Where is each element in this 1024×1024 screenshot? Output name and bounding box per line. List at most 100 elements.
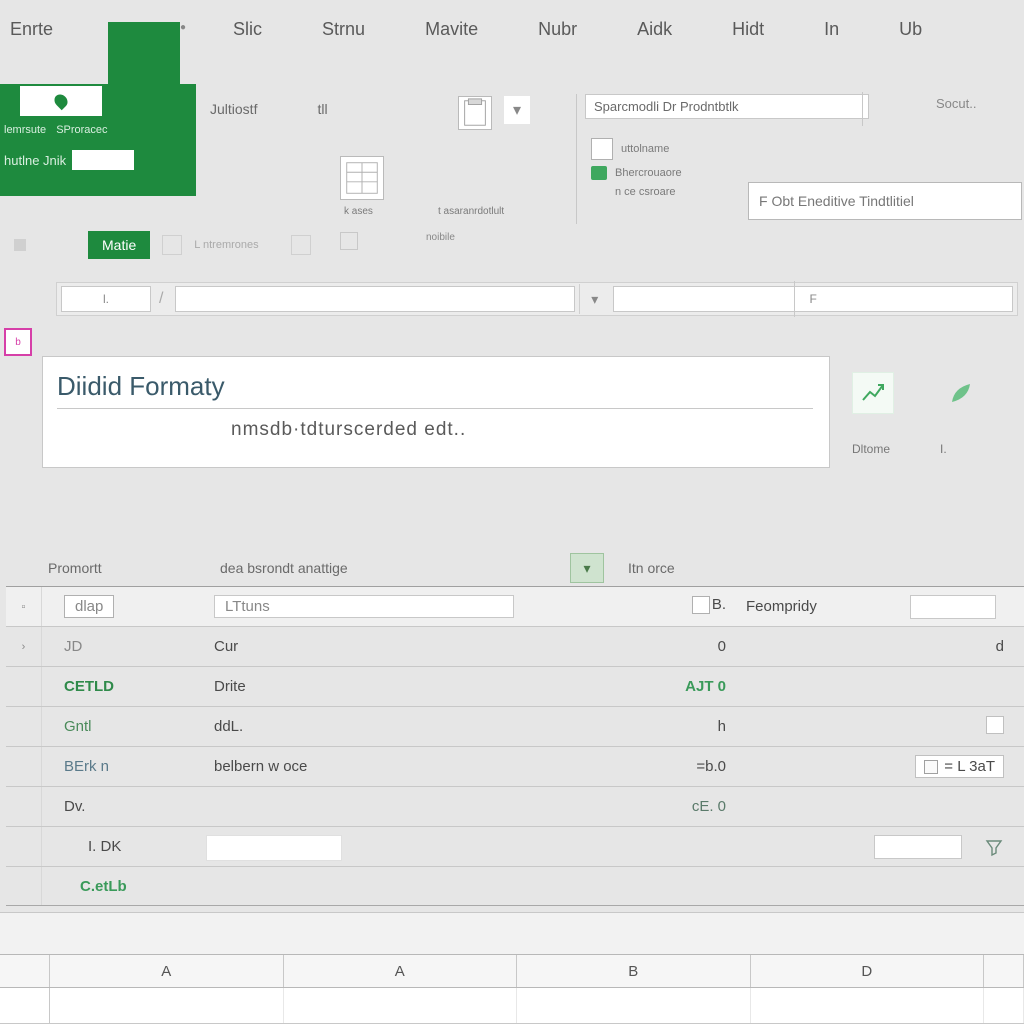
- ribbon-mini-label-2: t asaranrdotlult: [438, 206, 504, 217]
- cell-c1[interactable]: [517, 988, 751, 1023]
- marker-icon: [14, 239, 26, 251]
- ribbon-icon-group: ▾ k ases t asaranrdotlult: [340, 130, 550, 220]
- row-number-1[interactable]: [0, 988, 50, 1023]
- green-row2-label: hutlne Jnik: [4, 153, 66, 168]
- green-panel-row2: hutlne Jnik: [4, 150, 134, 170]
- menu-item-5[interactable]: Aidk: [635, 15, 674, 44]
- table-row[interactable]: C.etLb: [6, 866, 1024, 906]
- menu-item-2[interactable]: Strnu: [320, 15, 367, 44]
- table-row[interactable]: I. DK: [6, 826, 1024, 866]
- row-gutter[interactable]: ▫: [6, 587, 42, 626]
- formula-center-text: F: [809, 292, 816, 306]
- row1-c4-box[interactable]: [910, 595, 996, 619]
- column-header-row: A A B D: [0, 954, 1024, 988]
- checkbox-icon[interactable]: [591, 138, 613, 160]
- ribbon-chip[interactable]: Sparcmodli Dr Prodntbtlk: [585, 94, 869, 119]
- row3-faint-label: L ntremrones: [194, 239, 258, 251]
- row-gutter[interactable]: [6, 787, 42, 826]
- row7-c4-box[interactable]: [874, 835, 962, 859]
- formula-bar[interactable]: [175, 286, 575, 312]
- cell-b1[interactable]: [284, 988, 518, 1023]
- active-tab[interactable]: Matie: [88, 231, 150, 259]
- row7-c1: I. DK: [42, 838, 214, 855]
- dot-icon: ●: [176, 22, 190, 36]
- chart-up-icon[interactable]: [852, 372, 894, 414]
- row4-c3: h: [570, 718, 746, 735]
- menu-item-6[interactable]: Hidt: [730, 15, 766, 44]
- filter-icon[interactable]: [984, 837, 1004, 857]
- faint-box-2[interactable]: [291, 235, 311, 255]
- row3-c1: CETLD: [42, 678, 214, 695]
- formula-bar-row: l. / ▾ F: [56, 282, 1018, 316]
- grid-header-2[interactable]: dea bsrondt anattige: [214, 560, 570, 576]
- menu-item-8[interactable]: Ub: [897, 15, 924, 44]
- grid-header-filter[interactable]: ▾: [570, 553, 604, 583]
- data-grid: ▫ dlap LTtuns B. Feompridy › JD Cur 0 d …: [6, 586, 1024, 906]
- menu-item-3[interactable]: Mavite: [423, 15, 480, 44]
- row1-c3-text: B.: [712, 596, 726, 613]
- faint-box-1[interactable]: [162, 235, 182, 255]
- mini-box-icon: [340, 232, 358, 250]
- menu-item-4[interactable]: Nubr: [536, 15, 579, 44]
- row-gutter[interactable]: [6, 867, 42, 905]
- cell-e1[interactable]: [984, 988, 1024, 1023]
- col-header-A[interactable]: A: [50, 955, 284, 987]
- row-gutter[interactable]: [6, 707, 42, 746]
- formula-bar-divider: [794, 281, 795, 317]
- floating-input-text: F Obt Eneditive Tindtlitiel: [759, 193, 914, 209]
- select-all-corner[interactable]: [0, 955, 50, 987]
- menu-item-7[interactable]: In: [822, 15, 841, 44]
- menu-item-1[interactable]: Slic: [231, 15, 264, 44]
- menu-item-0[interactable]: Enrte: [8, 15, 55, 44]
- row-gutter[interactable]: [6, 827, 42, 866]
- formula-dropdown[interactable]: ▾: [579, 284, 609, 314]
- row2-c4: d: [746, 638, 1024, 655]
- dropdown-caret-icon[interactable]: ▾: [504, 96, 530, 124]
- table-row[interactable]: › JD Cur 0 d: [6, 626, 1024, 666]
- grid-header-1[interactable]: Promortt: [42, 560, 214, 576]
- selection-handle[interactable]: b: [4, 328, 32, 356]
- mini-square-icon: [692, 596, 710, 614]
- ribbon-far-label: Socut..: [936, 96, 976, 111]
- table-row[interactable]: ▫ dlap LTtuns B. Feompridy: [6, 586, 1024, 626]
- droplet-button[interactable]: [20, 86, 102, 116]
- table-row[interactable]: Dv. cE. 0: [6, 786, 1024, 826]
- row5-c4-text: = L 3aT: [944, 758, 995, 775]
- row7-overlay-rect: [206, 835, 342, 861]
- cell-a1[interactable]: [50, 988, 284, 1023]
- cell-d1[interactable]: [751, 988, 985, 1023]
- row6-c1: Dv.: [42, 798, 214, 815]
- banner-subtitle: nmsdb·tdturscerded edt..: [231, 419, 466, 441]
- banner-icon-label-b: I.: [940, 442, 947, 456]
- row-gutter[interactable]: [6, 667, 42, 706]
- ribbon-right-line3: n ce csroare: [615, 186, 676, 198]
- row8-c1: C.etLb: [42, 878, 214, 895]
- droplet-icon: [52, 92, 70, 110]
- ribbon-right-group: Sparcmodli Dr Prodntbtlk uttolname Bherc…: [576, 94, 756, 224]
- row-gutter[interactable]: ›: [6, 627, 42, 666]
- row4-c2: ddL.: [214, 718, 570, 735]
- leaf-icon[interactable]: [940, 372, 982, 414]
- name-box[interactable]: l.: [61, 286, 151, 312]
- floating-search-input[interactable]: F Obt Eneditive Tindtlitiel: [748, 182, 1022, 220]
- table-row[interactable]: CETLD Drite AJT 0: [6, 666, 1024, 706]
- grid-header-3[interactable]: Itn orce: [604, 560, 804, 576]
- table-row[interactable]: Gntl ddL. h: [6, 706, 1024, 746]
- green-row2-input[interactable]: [72, 150, 134, 170]
- col-header-C[interactable]: B: [517, 955, 751, 987]
- col-header-E[interactable]: [984, 955, 1024, 987]
- row4-c4: [746, 716, 1024, 738]
- fx-slash-icon: /: [151, 290, 171, 308]
- grid-header-row: Promortt dea bsrondt anattige ▾ Itn orce: [42, 550, 1018, 586]
- row1-c1-box[interactable]: dlap: [64, 595, 114, 618]
- row-gutter[interactable]: [6, 747, 42, 786]
- col-header-D[interactable]: D: [751, 955, 985, 987]
- clipboard-icon[interactable]: [458, 96, 492, 130]
- col-header-B[interactable]: A: [284, 955, 518, 987]
- row1-c2-box[interactable]: LTtuns: [214, 595, 514, 618]
- green-swatch-icon: [591, 166, 607, 180]
- table-style-icon[interactable]: [340, 156, 384, 200]
- table-row[interactable]: BErk n belbern w oce =b.0 = L 3aT: [6, 746, 1024, 786]
- row5-c4-box: = L 3aT: [915, 755, 1004, 778]
- formula-bar-right[interactable]: F: [613, 286, 1013, 312]
